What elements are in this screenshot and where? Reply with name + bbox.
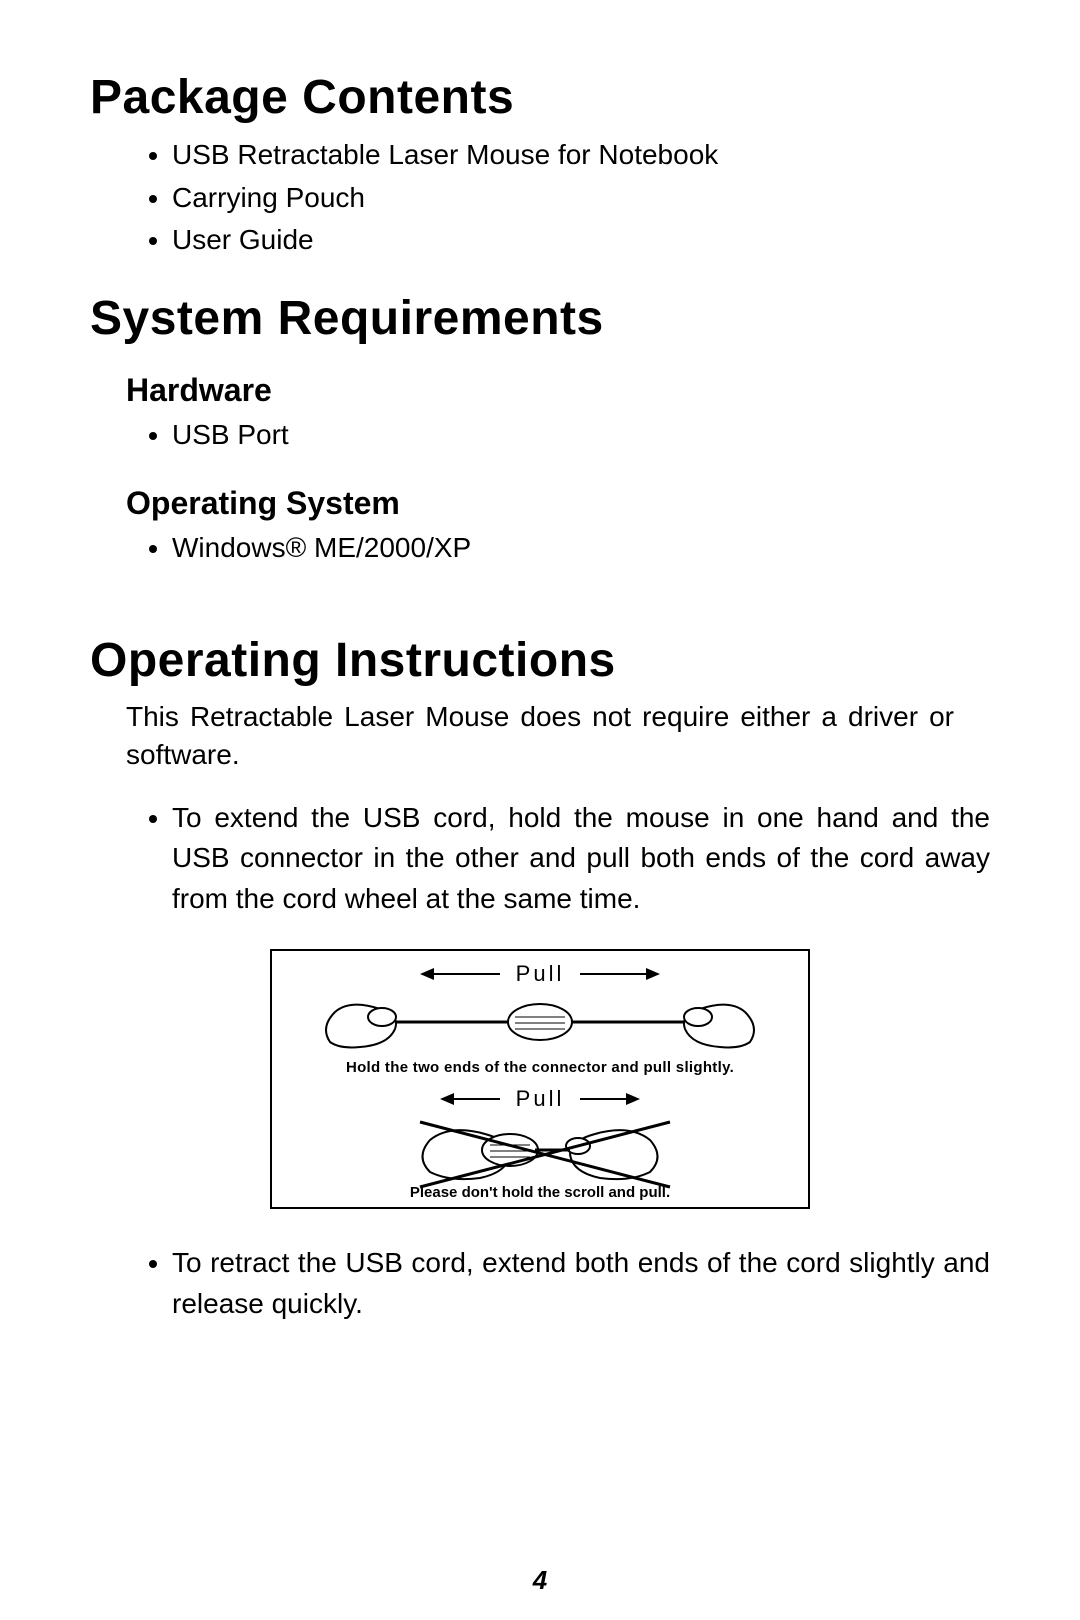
- subheading-os: Operating System: [126, 485, 990, 522]
- arrow-right-icon: [580, 1090, 640, 1108]
- instruction-steps-continued: To retract the USB cord, extend both end…: [90, 1243, 990, 1324]
- hands-correct-illustration: [310, 987, 770, 1057]
- pull-text: Pull: [516, 1086, 565, 1112]
- list-item: To retract the USB cord, extend both end…: [172, 1243, 990, 1324]
- manual-page: Package Contents USB Retractable Laser M…: [0, 0, 1080, 1620]
- instruction-steps: To extend the USB cord, hold the mouse i…: [90, 798, 990, 920]
- hardware-list: USB Port: [90, 415, 990, 456]
- pull-text: Pull: [516, 961, 565, 987]
- list-item: USB Retractable Laser Mouse for Notebook: [172, 135, 990, 176]
- subheading-hardware: Hardware: [126, 372, 990, 409]
- heading-package-contents: Package Contents: [90, 70, 990, 125]
- figure-caption-top: Hold the two ends of the connector and p…: [346, 1059, 734, 1076]
- arrow-right-icon: [580, 965, 660, 983]
- os-list: Windows® ME/2000/XP: [90, 528, 990, 569]
- arrow-left-icon: [420, 965, 500, 983]
- pull-label-top: Pull: [420, 961, 661, 987]
- package-contents-list: USB Retractable Laser Mouse for Notebook…: [90, 135, 990, 261]
- list-item: Carrying Pouch: [172, 178, 990, 219]
- arrow-left-icon: [440, 1090, 500, 1108]
- hands-incorrect-illustration: [310, 1112, 770, 1182]
- pull-label-bottom: Pull: [440, 1086, 641, 1112]
- list-item: User Guide: [172, 220, 990, 261]
- list-item: Windows® ME/2000/XP: [172, 528, 990, 569]
- list-item: To extend the USB cord, hold the mouse i…: [172, 798, 990, 920]
- list-item: USB Port: [172, 415, 990, 456]
- pull-diagram-figure: Pull Hold the two ends of: [270, 949, 810, 1209]
- figure-top-row: Pull Hold the two ends of: [284, 961, 796, 1086]
- figure-bottom-row: Pull Please don't hold th: [284, 1086, 796, 1201]
- heading-operating-instructions: Operating Instructions: [90, 633, 990, 688]
- page-number: 4: [0, 1565, 1080, 1596]
- intro-paragraph: This Retractable Laser Mouse does not re…: [126, 698, 954, 774]
- heading-system-requirements: System Requirements: [90, 291, 990, 346]
